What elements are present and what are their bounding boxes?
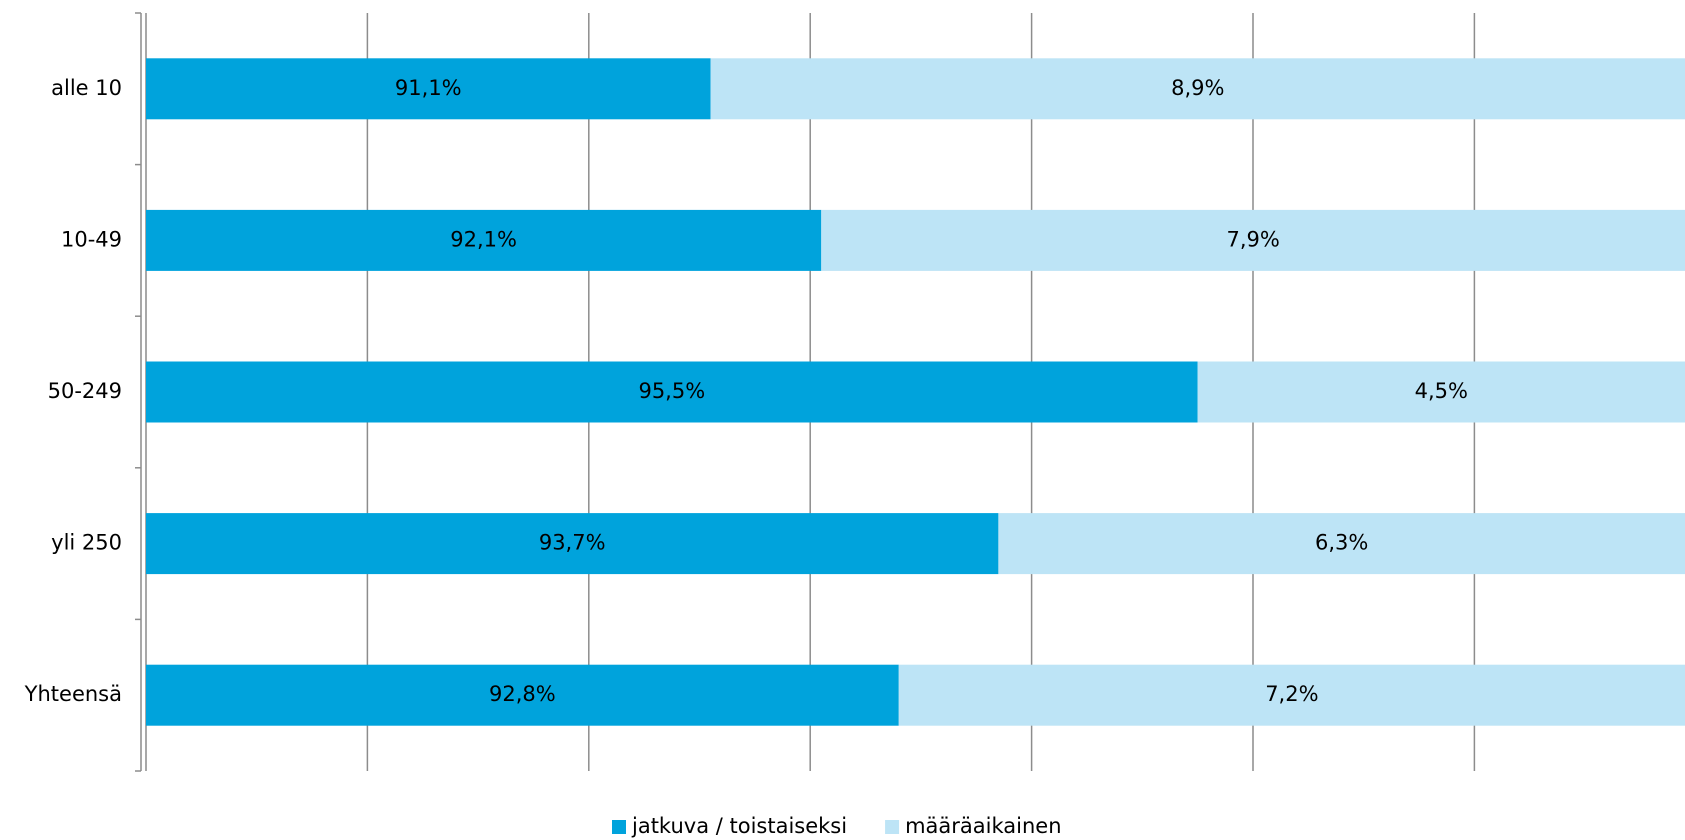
bar-segment xyxy=(821,209,1685,271)
bar-segment xyxy=(1197,361,1685,423)
bar-segment xyxy=(998,513,1685,575)
data-label: 8,9% xyxy=(1171,76,1224,100)
data-label: 93,7% xyxy=(539,531,606,555)
y-tick-label: 50-249 xyxy=(48,379,122,403)
data-label: 91,1% xyxy=(395,76,462,100)
bar-segment xyxy=(146,513,999,575)
data-label: 7,9% xyxy=(1226,227,1279,251)
legend-label: määräaikainen xyxy=(905,814,1061,838)
legend-label: jatkuva / toistaiseksi xyxy=(631,814,847,838)
bars: 91,1% 8,9% 92,1% 7,9% 95,5% 4,5% 93,7% 6,3% 92,8… xyxy=(146,58,1685,726)
data-label: 95,5% xyxy=(638,379,705,403)
y-tick-label: yli 250 xyxy=(51,531,122,555)
bar-segment xyxy=(146,58,711,120)
data-label: 4,5% xyxy=(1415,379,1468,403)
bar-segment xyxy=(146,361,1198,423)
data-label: 92,1% xyxy=(450,227,517,251)
category-axis: alle 10 10-49 50-249 yli 250 Yhteensä xyxy=(24,12,142,772)
y-tick-label: Yhteensä xyxy=(24,682,122,706)
data-label: 92,8% xyxy=(489,682,556,706)
bar-segment xyxy=(146,209,822,271)
legend-swatch xyxy=(612,820,626,834)
data-label: 7,2% xyxy=(1265,682,1318,706)
bar-segment xyxy=(710,58,1685,120)
y-tick-label: alle 10 xyxy=(51,76,122,100)
legend: jatkuva / toistaiseksi määräaikainen xyxy=(612,814,1062,838)
data-label: 6,3% xyxy=(1315,531,1368,555)
bar-segment xyxy=(898,664,1685,726)
legend-swatch xyxy=(885,820,900,834)
bar-segment xyxy=(146,664,899,726)
y-tick-label: 10-49 xyxy=(61,227,122,251)
